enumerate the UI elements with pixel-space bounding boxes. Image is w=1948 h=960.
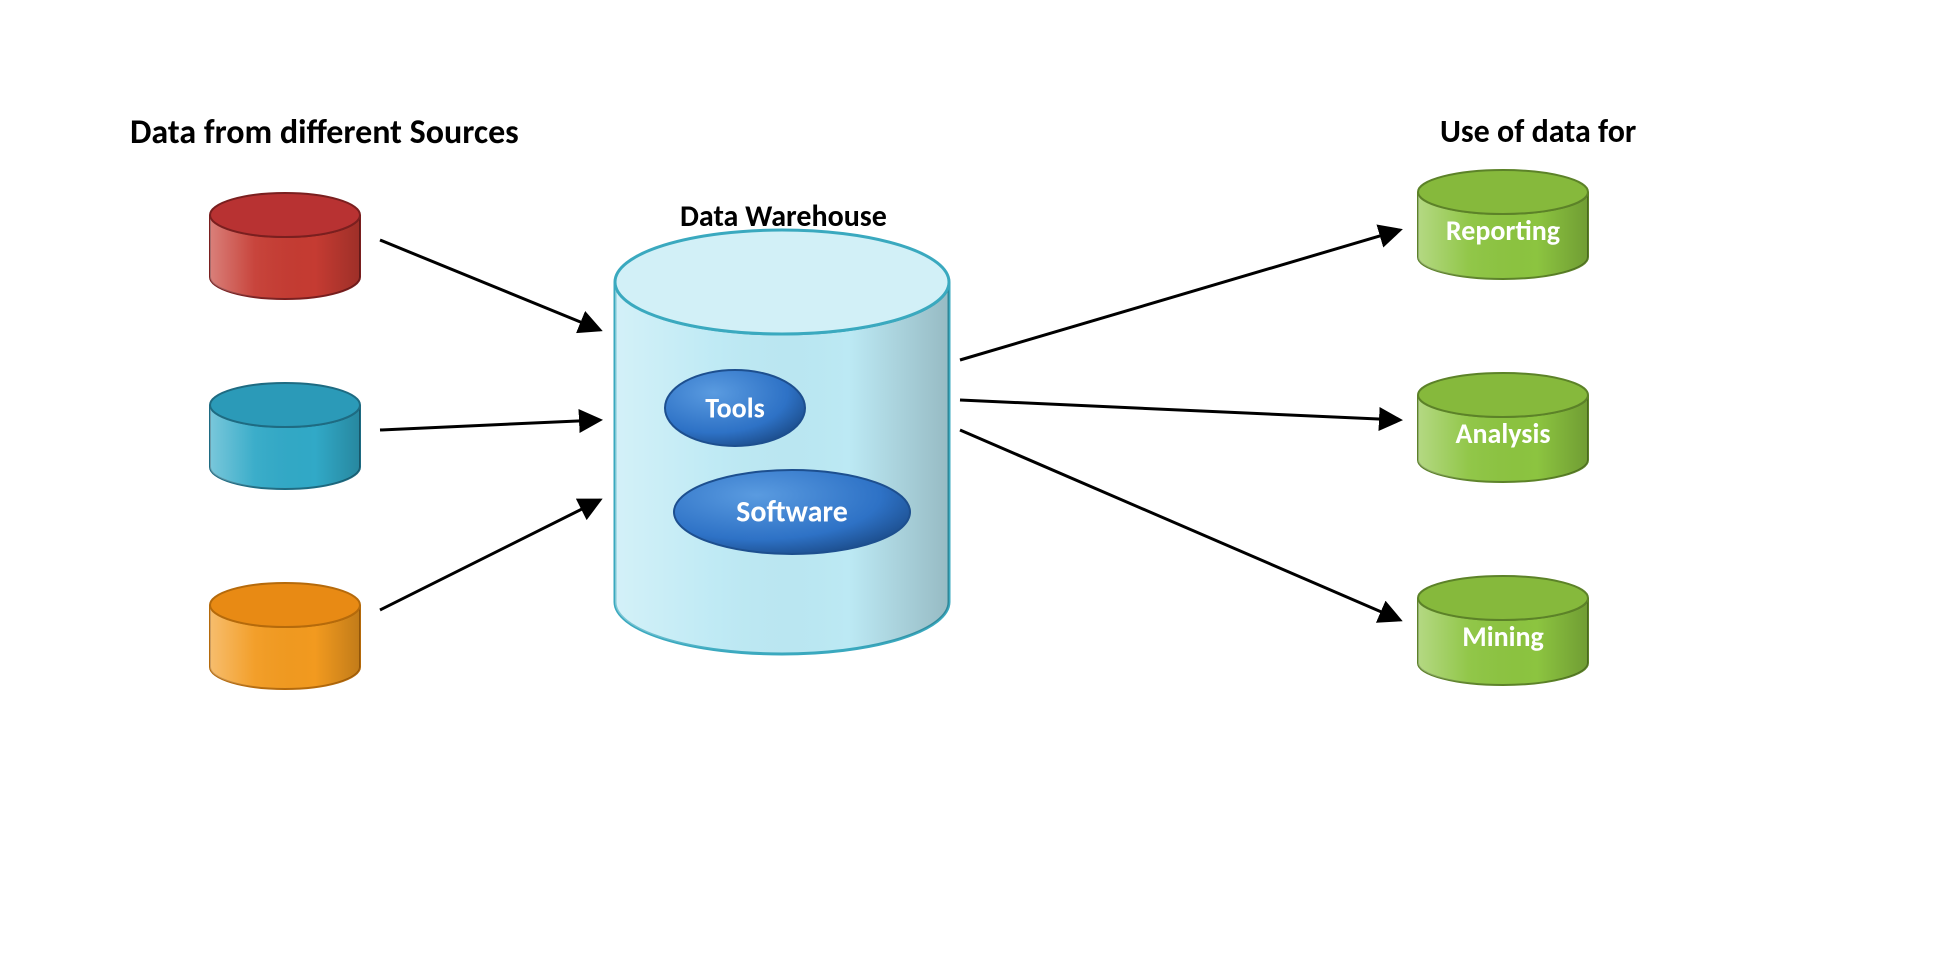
output-cylinder-1: Analysis: [1418, 373, 1588, 482]
output-cylinder-2: Mining: [1418, 576, 1588, 685]
source-cylinder-1-top: [210, 383, 360, 427]
warehouse-heading: Data Warehouse: [680, 198, 887, 235]
source-cylinder-2-top: [210, 583, 360, 627]
warehouse-cylinder-top: [615, 230, 949, 334]
output-label-1: Analysis: [1456, 416, 1551, 451]
output-cylinder-0-top: [1418, 170, 1588, 214]
tools-oval-label: Tools: [705, 391, 765, 426]
output-cylinder-0: Reporting: [1418, 170, 1588, 279]
arrow-in-0: [380, 240, 600, 330]
software-oval-label: Software: [736, 494, 848, 531]
arrow-in-1: [380, 420, 600, 430]
source-cylinder-0-top: [210, 193, 360, 237]
arrow-out-2: [960, 430, 1400, 620]
sources-heading: Data from different Sources: [130, 112, 519, 153]
output-cylinder-1-top: [1418, 373, 1588, 417]
output-cylinder-2-top: [1418, 576, 1588, 620]
warehouse-cylinder: [615, 230, 949, 654]
arrow-in-2: [380, 500, 600, 610]
source-cylinder-2: [210, 583, 360, 689]
output-label-2: Mining: [1462, 619, 1544, 654]
tools-oval: Tools: [665, 370, 805, 446]
source-cylinder-0: [210, 193, 360, 299]
software-oval: Software: [674, 470, 910, 554]
output-label-0: Reporting: [1446, 213, 1560, 248]
source-cylinder-1: [210, 383, 360, 489]
outputs-heading: Use of data for: [1440, 112, 1636, 151]
arrow-out-0: [960, 230, 1400, 360]
arrow-out-1: [960, 400, 1400, 420]
